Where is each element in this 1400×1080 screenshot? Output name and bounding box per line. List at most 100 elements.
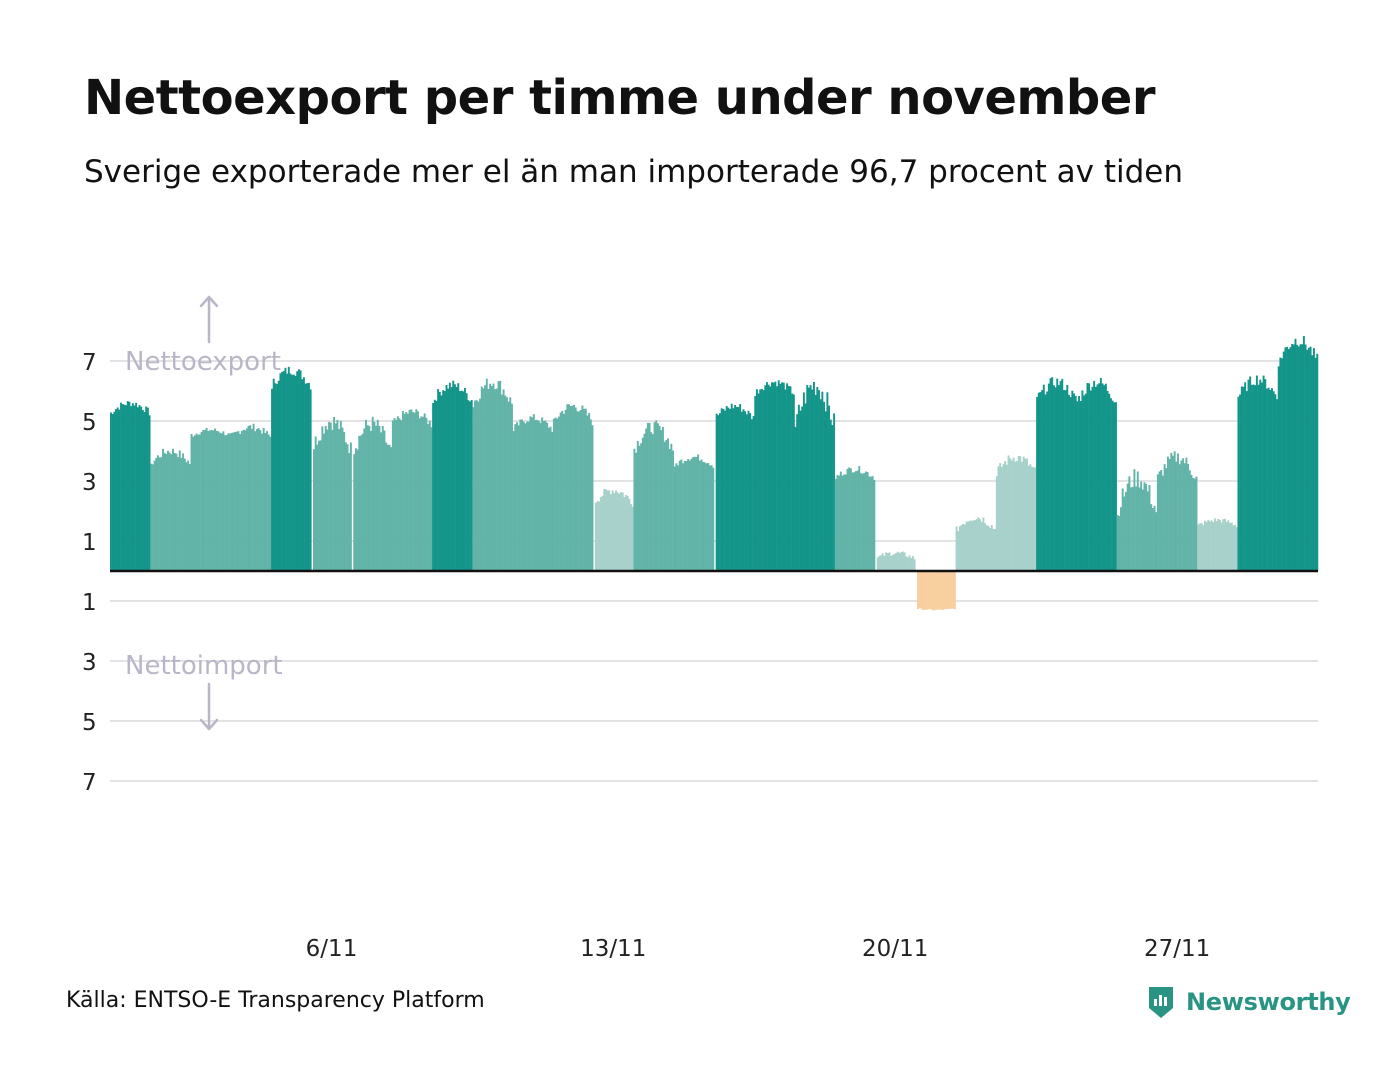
export-bar [1061, 378, 1064, 571]
export-bar [462, 391, 465, 571]
export-bar [730, 403, 733, 571]
export-bar [569, 406, 572, 571]
export-bar [460, 390, 463, 571]
export-bar [849, 468, 852, 571]
export-bar [729, 408, 732, 571]
export-bar [999, 463, 1002, 571]
export-bar [158, 457, 161, 571]
export-bar [266, 431, 268, 571]
export-bar [354, 448, 357, 571]
export-bar [373, 421, 376, 571]
export-bar [826, 392, 829, 571]
export-bar [789, 386, 792, 571]
export-bar [633, 448, 636, 571]
y-tick-labels: 7 5 3 1 1 3 5 7 [82, 350, 97, 796]
export-bar [1240, 386, 1243, 571]
export-bar [865, 471, 867, 571]
export-bar [1131, 487, 1134, 571]
export-bar [908, 555, 911, 571]
export-bar [319, 440, 322, 571]
export-bar [1044, 394, 1047, 571]
export-bar [715, 413, 718, 571]
export-bar [143, 412, 146, 571]
import-bar [940, 571, 943, 610]
export-bar [913, 559, 916, 571]
export-bar [578, 411, 581, 571]
export-bar [1135, 486, 1138, 571]
export-bar [1276, 399, 1278, 571]
newsworthy-logo-text: Newsworthy [1186, 988, 1351, 1016]
export-bar [155, 457, 158, 571]
export-bar [334, 423, 337, 571]
export-bar [406, 413, 409, 571]
export-bar [851, 472, 854, 571]
export-bar [1222, 519, 1225, 571]
export-bar [1066, 384, 1069, 571]
export-bar [507, 401, 510, 571]
newsworthy-logo-icon [1149, 987, 1173, 1018]
export-bar [1059, 381, 1062, 571]
export-bar [234, 432, 237, 571]
export-bar [1316, 353, 1319, 571]
export-bar [653, 422, 656, 571]
export-bar [603, 488, 606, 571]
export-bar [556, 418, 559, 571]
export-bar [818, 390, 820, 571]
export-bar [433, 399, 436, 571]
export-bar [187, 460, 190, 571]
export-bar [806, 385, 809, 571]
export-bar [563, 413, 565, 571]
export-bar [623, 497, 626, 571]
export-bar [182, 453, 185, 571]
export-bar [1031, 467, 1034, 571]
export-bar [1286, 346, 1289, 571]
export-bar [638, 445, 641, 571]
export-bar [625, 495, 628, 571]
export-bar [1312, 348, 1315, 571]
export-bar [618, 493, 621, 571]
export-bar [588, 413, 591, 571]
export-bar [1106, 390, 1109, 571]
newsworthy-logo[interactable]: Newsworthy [1146, 982, 1351, 1022]
export-bar [413, 412, 416, 571]
export-bar [197, 434, 200, 571]
export-bar [620, 492, 622, 571]
export-bar [445, 385, 448, 571]
export-bar [457, 383, 460, 571]
export-bar [252, 423, 255, 571]
export-bar [811, 389, 814, 571]
export-bar [1161, 475, 1164, 571]
import-bar [952, 571, 955, 609]
export-bar [254, 431, 257, 571]
export-bar [895, 552, 898, 571]
y-tick-label: 7 [82, 350, 97, 376]
export-bar [665, 440, 668, 571]
export-bar [863, 473, 866, 571]
import-arrow-icon [199, 682, 219, 731]
export-bar [245, 428, 248, 571]
export-bar [1071, 390, 1074, 571]
export-bar [341, 427, 344, 571]
export-bar [250, 428, 253, 571]
export-bar [1096, 384, 1099, 571]
export-bar [1245, 391, 1248, 571]
export-bar [1049, 378, 1052, 571]
export-bar [1183, 463, 1186, 571]
y-tick-label: 1 [82, 530, 97, 556]
export-bar [219, 432, 221, 571]
export-bar [776, 386, 779, 571]
export-bar [1190, 474, 1193, 571]
export-bar [1309, 346, 1312, 571]
export-bar [861, 473, 864, 571]
export-bar [1007, 455, 1010, 571]
export-bar [581, 405, 584, 571]
x-tick-label: 20/11 [862, 936, 928, 962]
export-bar [133, 405, 136, 571]
export-bar [1156, 474, 1159, 571]
import-bar [947, 571, 950, 609]
export-bar [755, 389, 758, 571]
export-bar [702, 462, 705, 571]
export-bar [110, 412, 112, 571]
export-bar [1002, 464, 1005, 571]
export-bar [509, 397, 512, 571]
